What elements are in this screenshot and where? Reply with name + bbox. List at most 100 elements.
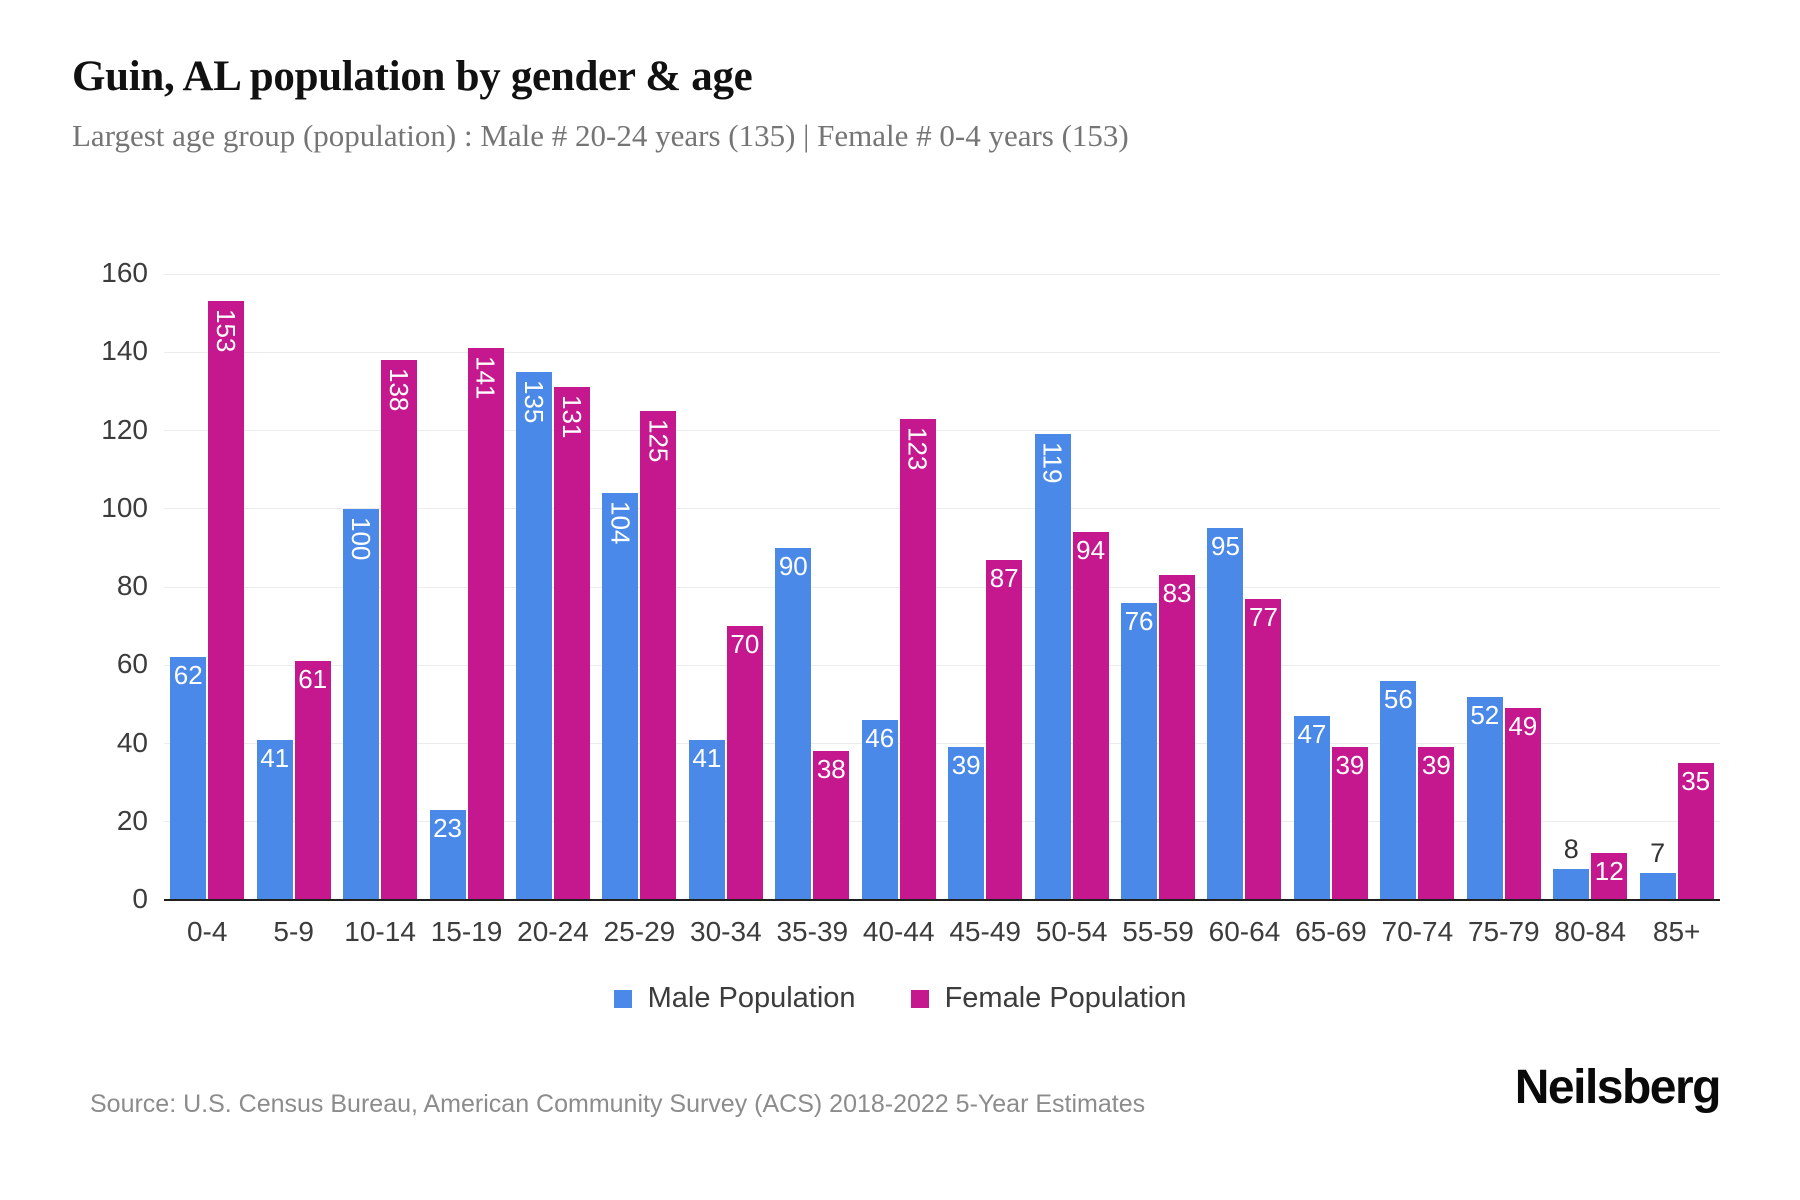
bar-value-label: 23 bbox=[433, 813, 462, 844]
bar-group: 56 39 bbox=[1374, 274, 1460, 900]
bar-male[interactable]: 56 bbox=[1380, 680, 1417, 900]
x-tick-label: 50-54 bbox=[1035, 916, 1108, 947]
bar-female[interactable]: 125 bbox=[640, 410, 677, 900]
bar-value-label: 77 bbox=[1249, 601, 1278, 632]
bar-female[interactable]: 49 bbox=[1504, 708, 1541, 900]
bar-value-label: 12 bbox=[1594, 856, 1624, 887]
y-tick-label: 100 bbox=[101, 491, 148, 523]
y-tick-label: 60 bbox=[116, 648, 148, 680]
y-tick-label: 40 bbox=[116, 726, 148, 758]
bar-male[interactable]: 62 bbox=[170, 657, 207, 900]
x-tick-label: 40-44 bbox=[862, 916, 935, 947]
bar-value-label: 8 bbox=[1563, 833, 1579, 864]
bar-male[interactable]: 7 bbox=[1639, 839, 1676, 900]
bar-value-label: 61 bbox=[298, 664, 328, 695]
bar-value-label: 62 bbox=[173, 660, 203, 691]
source-note: Source: U.S. Census Bureau, American Com… bbox=[90, 1090, 1146, 1118]
gridline bbox=[164, 351, 1720, 353]
x-tick-label: 20-24 bbox=[517, 916, 589, 947]
bar-value-label: 125 bbox=[643, 418, 674, 463]
bar-female[interactable]: 123 bbox=[899, 418, 936, 900]
bar-value-label: 100 bbox=[346, 516, 377, 561]
x-tick-label: 35-39 bbox=[776, 916, 849, 947]
bar-female[interactable]: 138 bbox=[381, 360, 418, 900]
legend-swatch bbox=[910, 989, 929, 1008]
x-tick-label: 0-4 bbox=[186, 916, 228, 947]
bar-female[interactable]: 153 bbox=[208, 301, 245, 900]
bar-female[interactable]: 38 bbox=[813, 751, 850, 900]
bar-group: 41 70 bbox=[683, 274, 769, 900]
bar-group: 7 35 bbox=[1633, 274, 1719, 900]
bar-value-label: 39 bbox=[1421, 750, 1451, 781]
x-axis-line bbox=[164, 899, 1720, 901]
bar-female[interactable]: 87 bbox=[986, 559, 1023, 900]
bar-female[interactable]: 61 bbox=[294, 661, 331, 900]
bar-female[interactable]: 77 bbox=[1245, 598, 1282, 900]
bar-female[interactable]: 12 bbox=[1591, 853, 1628, 900]
bar-group: 23 141 bbox=[423, 274, 509, 900]
bar-value-label: 35 bbox=[1681, 766, 1711, 797]
bar-female[interactable]: 131 bbox=[553, 387, 590, 900]
bar-female[interactable]: 83 bbox=[1159, 575, 1196, 900]
y-tick-label: 20 bbox=[116, 804, 148, 836]
bar-value-label: 39 bbox=[1335, 750, 1365, 781]
bar-male[interactable]: 119 bbox=[1034, 434, 1071, 900]
bar-female[interactable]: 70 bbox=[726, 626, 763, 900]
x-tick-label: 70-74 bbox=[1381, 916, 1454, 947]
bar-value-label: 138 bbox=[384, 368, 415, 412]
legend-item[interactable]: Male Population bbox=[613, 982, 856, 1015]
x-tick-label: 55-59 bbox=[1122, 916, 1194, 947]
bar-group: 8 12 bbox=[1547, 274, 1633, 900]
bar-value-label: 56 bbox=[1383, 683, 1413, 714]
x-tick-label: 65-69 bbox=[1295, 916, 1367, 947]
bar-female[interactable]: 39 bbox=[1331, 747, 1368, 900]
x-tick-label: 85+ bbox=[1652, 916, 1701, 947]
bar-female[interactable]: 39 bbox=[1418, 747, 1455, 900]
bar-male[interactable]: 47 bbox=[1293, 716, 1330, 900]
bar-male[interactable]: 8 bbox=[1553, 835, 1590, 900]
x-tick-label: 5-9 bbox=[273, 916, 314, 947]
bar-male[interactable]: 23 bbox=[429, 810, 466, 900]
y-tick-label: 140 bbox=[101, 335, 148, 367]
bar-male[interactable]: 39 bbox=[948, 747, 985, 900]
bar-male[interactable]: 90 bbox=[775, 547, 812, 900]
bar-female[interactable]: 141 bbox=[467, 348, 504, 900]
chart-title: Guin, AL population by gender & age bbox=[72, 53, 753, 100]
bar-female[interactable]: 94 bbox=[1072, 532, 1109, 900]
bar-value-label: 83 bbox=[1162, 578, 1192, 609]
bar-group: 104 125 bbox=[596, 274, 682, 900]
bar-male[interactable]: 100 bbox=[343, 508, 380, 900]
bar-male[interactable]: 46 bbox=[861, 720, 898, 900]
y-axis: 0 20 40 60 80 100 120 140 160 bbox=[0, 259, 148, 913]
bar-value-label: 46 bbox=[865, 723, 895, 754]
x-tick-label: 45-49 bbox=[949, 916, 1021, 947]
x-tick-label: 15-19 bbox=[430, 916, 503, 947]
bar-male[interactable]: 104 bbox=[602, 493, 639, 900]
bar-male[interactable]: 52 bbox=[1466, 696, 1503, 900]
bar-male[interactable]: 41 bbox=[688, 739, 725, 900]
legend-item[interactable]: Female Population bbox=[910, 982, 1186, 1015]
bar-male[interactable]: 95 bbox=[1207, 528, 1244, 900]
bar-male[interactable]: 135 bbox=[515, 371, 552, 900]
bar-male[interactable]: 76 bbox=[1121, 602, 1158, 900]
bar-female[interactable]: 35 bbox=[1677, 763, 1714, 900]
gridline bbox=[164, 821, 1720, 823]
bar-value-label: 47 bbox=[1297, 719, 1327, 750]
bar-group: 39 87 bbox=[942, 274, 1028, 900]
x-axis: 0-4 5-9 10-14 15-19 20-24 25-29 30-34 35-39 40-4… bbox=[164, 916, 1720, 948]
chart-subtitle: Largest age group (population) : Male # … bbox=[72, 118, 1129, 153]
y-tick-label: 160 bbox=[101, 257, 148, 288]
x-tick-label: 75-79 bbox=[1467, 916, 1540, 947]
plot-area: 62 153 41 61 100 138 23 141 135 131 104 125 41 70 90 38… bbox=[164, 273, 1720, 900]
bar-group: 100 138 bbox=[337, 274, 423, 900]
x-tick-label: 60-64 bbox=[1208, 916, 1281, 947]
bar-group: 95 77 bbox=[1201, 274, 1287, 900]
bar-value-label: 135 bbox=[518, 379, 549, 424]
bar-groups: 62 153 41 61 100 138 23 141 135 131 104 125 41 70 90 38… bbox=[164, 274, 1720, 900]
y-tick-label: 0 bbox=[132, 883, 148, 914]
bar-male[interactable]: 41 bbox=[256, 739, 293, 900]
bar-value-label: 123 bbox=[902, 426, 933, 471]
y-tick-label: 80 bbox=[116, 570, 148, 601]
bar-group: 135 131 bbox=[510, 274, 596, 900]
gridline bbox=[164, 664, 1720, 666]
